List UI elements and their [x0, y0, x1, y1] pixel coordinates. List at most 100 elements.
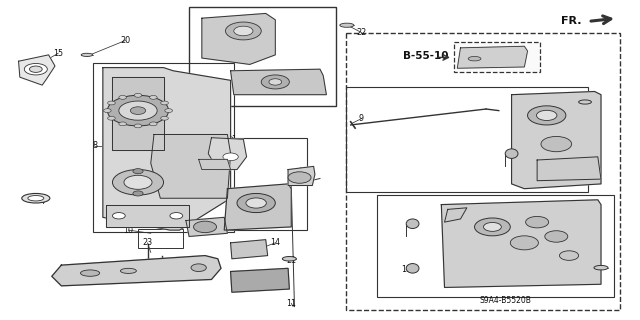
Ellipse shape	[406, 264, 419, 273]
Circle shape	[545, 231, 568, 242]
Text: 6: 6	[253, 273, 259, 282]
Ellipse shape	[22, 194, 50, 203]
Circle shape	[559, 251, 579, 260]
Circle shape	[483, 222, 501, 231]
Ellipse shape	[579, 100, 591, 104]
Circle shape	[161, 116, 168, 120]
Text: 10: 10	[124, 226, 133, 235]
Polygon shape	[537, 157, 601, 181]
Circle shape	[119, 101, 157, 120]
Circle shape	[165, 109, 173, 113]
Bar	[138, 228, 182, 248]
Circle shape	[525, 216, 548, 228]
Polygon shape	[198, 159, 230, 170]
Text: 14: 14	[270, 238, 280, 247]
Text: 19: 19	[490, 259, 500, 268]
Circle shape	[131, 107, 146, 115]
Ellipse shape	[340, 23, 354, 27]
Circle shape	[134, 93, 142, 97]
Circle shape	[527, 106, 566, 125]
Text: 23: 23	[143, 238, 152, 247]
Circle shape	[223, 153, 238, 161]
Bar	[189, 7, 336, 106]
Circle shape	[474, 218, 510, 236]
Ellipse shape	[406, 219, 419, 228]
Polygon shape	[445, 208, 467, 222]
Polygon shape	[19, 55, 55, 85]
Text: 17: 17	[535, 162, 545, 171]
Text: 13: 13	[216, 31, 226, 40]
Circle shape	[124, 175, 152, 189]
Text: 1: 1	[231, 135, 236, 144]
Polygon shape	[458, 46, 527, 68]
Polygon shape	[202, 13, 275, 64]
Circle shape	[288, 172, 311, 183]
Bar	[454, 42, 540, 72]
Circle shape	[234, 26, 253, 36]
Text: 5: 5	[298, 167, 303, 176]
Circle shape	[108, 116, 115, 120]
Circle shape	[134, 124, 142, 128]
Text: 8: 8	[93, 141, 98, 150]
Circle shape	[113, 212, 125, 219]
Circle shape	[170, 212, 182, 219]
Text: 16: 16	[197, 156, 207, 164]
Polygon shape	[288, 166, 315, 186]
Circle shape	[24, 63, 47, 75]
Circle shape	[29, 66, 42, 72]
Ellipse shape	[468, 56, 481, 61]
Circle shape	[104, 109, 111, 113]
Circle shape	[133, 169, 143, 174]
Circle shape	[150, 95, 157, 99]
Text: 25: 25	[127, 200, 137, 209]
Circle shape	[237, 194, 275, 212]
Text: 4: 4	[40, 197, 45, 206]
Ellipse shape	[120, 268, 136, 273]
Ellipse shape	[594, 266, 608, 270]
Bar	[378, 195, 614, 297]
Polygon shape	[186, 217, 227, 236]
Polygon shape	[442, 200, 601, 287]
Ellipse shape	[282, 257, 296, 261]
Circle shape	[269, 79, 282, 85]
Text: 19: 19	[401, 265, 412, 275]
Circle shape	[119, 95, 127, 99]
Text: 22: 22	[356, 28, 367, 37]
Circle shape	[133, 191, 143, 196]
Circle shape	[225, 22, 261, 40]
Circle shape	[261, 75, 289, 89]
Polygon shape	[151, 134, 230, 198]
Text: 7: 7	[455, 218, 460, 227]
Polygon shape	[113, 77, 164, 150]
Text: 26: 26	[573, 109, 584, 118]
Text: 18: 18	[519, 222, 529, 231]
Ellipse shape	[81, 270, 100, 276]
Ellipse shape	[28, 196, 44, 201]
Circle shape	[150, 122, 157, 126]
Circle shape	[119, 122, 127, 126]
Circle shape	[108, 101, 115, 105]
Polygon shape	[230, 268, 289, 292]
Circle shape	[246, 198, 266, 208]
Ellipse shape	[81, 53, 93, 56]
Text: S9A4-B5520B: S9A4-B5520B	[479, 296, 531, 305]
Text: FR.: FR.	[561, 16, 582, 27]
Text: 3: 3	[263, 206, 268, 215]
Text: 9: 9	[359, 114, 364, 123]
Polygon shape	[224, 184, 291, 230]
Text: 15: 15	[53, 49, 63, 58]
Ellipse shape	[505, 149, 518, 158]
Polygon shape	[208, 138, 246, 170]
Text: B-55-10: B-55-10	[403, 52, 448, 61]
Polygon shape	[511, 92, 601, 189]
Text: 2: 2	[145, 173, 150, 182]
Circle shape	[108, 95, 169, 126]
Circle shape	[191, 264, 206, 271]
Circle shape	[536, 110, 557, 121]
Circle shape	[510, 236, 538, 250]
Text: 21: 21	[286, 256, 296, 265]
Bar	[346, 33, 620, 310]
Bar	[192, 138, 307, 230]
Bar	[93, 63, 234, 232]
Polygon shape	[230, 69, 326, 95]
